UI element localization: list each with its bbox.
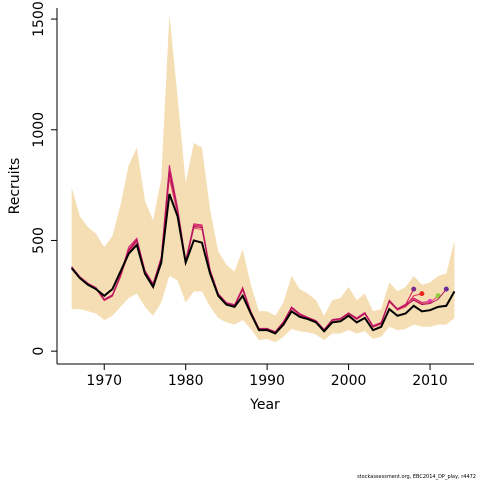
end-point (443, 286, 449, 292)
y-tick-label: 0 (31, 347, 47, 356)
confidence-band (71, 14, 455, 343)
x-axis-label: Year (249, 397, 280, 413)
x-tick-label: 2000 (331, 373, 367, 389)
y-tick-label: 1500 (31, 1, 47, 37)
y-axis-label: Recruits (7, 158, 23, 215)
x-tick-label: 2010 (412, 373, 448, 389)
y-tick-label: 500 (31, 227, 47, 254)
y-tick-label: 1000 (31, 112, 47, 148)
series-line (70, 193, 456, 335)
x-tick-label: 1980 (168, 373, 204, 389)
x-tick-label: 1970 (86, 373, 122, 389)
footer: stockassessment.org, EBC2014_DP_play, r4… (357, 474, 476, 480)
x-tick-label: 1990 (249, 373, 285, 389)
end-point (411, 286, 417, 292)
end-point (419, 291, 425, 297)
